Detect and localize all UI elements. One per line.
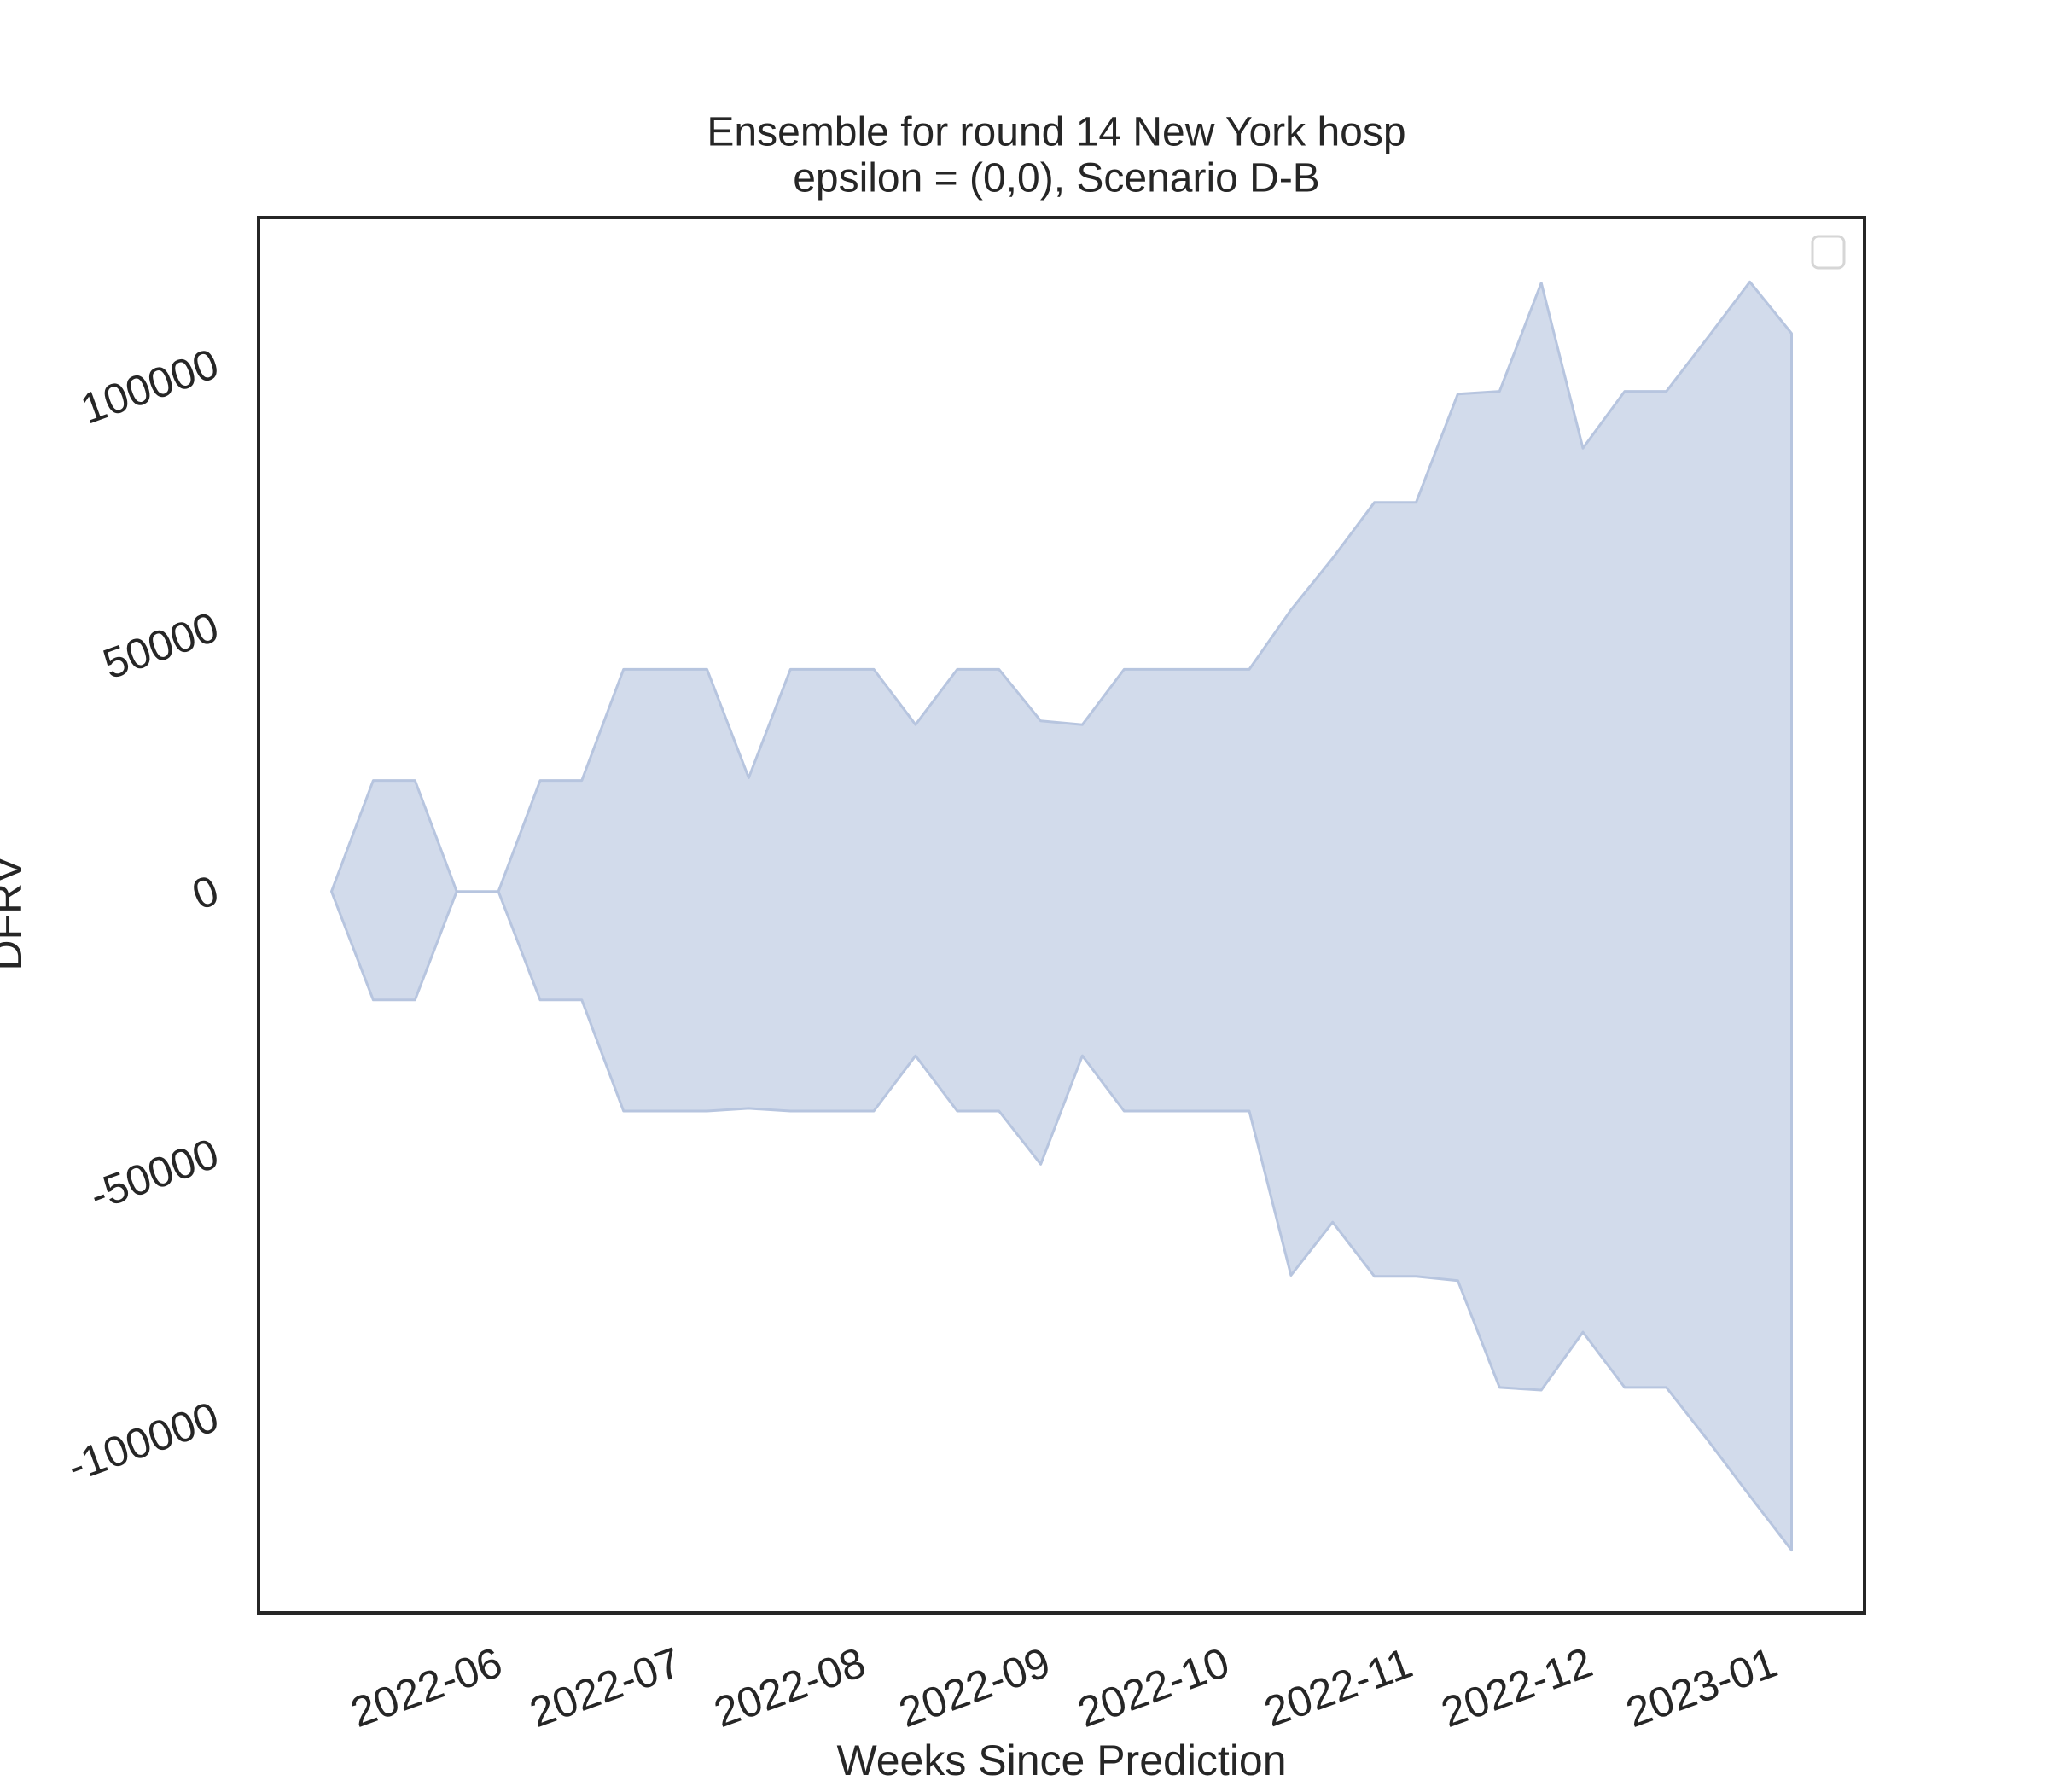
chart-subtitle: epsilon = (0,0), Scenario D-B — [793, 156, 1320, 201]
y-axis-label: DFRV — [0, 855, 31, 971]
x-tick-label: 2022-07 — [524, 1638, 688, 1737]
y-tick-label: 0 — [186, 866, 224, 919]
x-tick-label: 2022-11 — [1258, 1638, 1418, 1736]
y-tick-label: 50000 — [96, 602, 224, 688]
x-tick-label: 2022-10 — [1072, 1638, 1236, 1737]
x-axis-label: Weeks Since Prediction — [836, 1737, 1286, 1784]
x-tick-label: 2023-01 — [1620, 1638, 1783, 1737]
plot-area — [330, 280, 1793, 1552]
y-tick-label: -100000 — [61, 1393, 225, 1491]
band-area — [330, 280, 1793, 1552]
legend-box — [1811, 235, 1846, 270]
axes-frame — [257, 216, 1866, 1615]
x-tick-label: 2022-06 — [345, 1638, 509, 1737]
x-tick-label: 2022-09 — [893, 1638, 1056, 1737]
x-tick-label: 2022-08 — [708, 1638, 872, 1737]
y-tick-label: 100000 — [74, 340, 224, 433]
y-tick-label: -50000 — [84, 1129, 224, 1219]
x-tick-label: 2022-12 — [1435, 1638, 1599, 1737]
chart-title: Ensemble for round 14 New York hosp — [707, 110, 1405, 155]
